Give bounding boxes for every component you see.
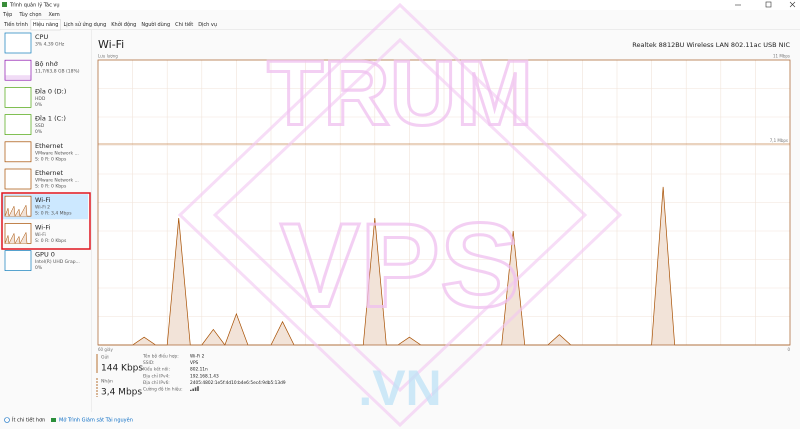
menu-item[interactable]: Xem xyxy=(49,12,60,18)
mini-graph-line xyxy=(4,204,28,218)
signal-bar xyxy=(194,387,197,391)
fewer-details[interactable]: Ít chi tiết hơn xyxy=(12,417,45,424)
sidebar-detail: 0% xyxy=(35,129,43,135)
sidebar-detail: S: 0 R: 3,4 Mbps xyxy=(35,211,72,217)
sidebar-detail: 11,7/63,8 GB (18%) xyxy=(35,69,80,75)
detail-label: SSID: xyxy=(143,360,154,366)
detail-label: Tên bộ điều hợp: xyxy=(142,352,179,360)
tab[interactable]: Người dùng xyxy=(141,21,170,28)
mini-graph xyxy=(4,87,32,108)
sidebar-detail: 3% 4,39 GHz xyxy=(35,42,65,48)
sidebar-name: GPU 0 xyxy=(35,251,55,259)
scale-max: 11 Mbps xyxy=(773,54,790,59)
tab[interactable]: Lịch sử ứng dụng xyxy=(63,21,106,28)
tab[interactable]: Khởi động xyxy=(111,21,136,28)
sidebar-detail: Wi-Fi xyxy=(35,232,46,238)
tab[interactable]: Chi tiết xyxy=(175,21,193,28)
mini-graph xyxy=(4,250,32,271)
graph-label: Lưu lượng xyxy=(98,54,118,59)
detail-label: Kiểu kết nối: xyxy=(143,366,170,373)
mini-graph xyxy=(4,141,32,163)
window-controls[interactable] xyxy=(735,1,796,8)
detail-value: VPS xyxy=(190,360,199,366)
sidebar-name: Ethernet xyxy=(35,169,63,177)
sidebar-detail: 0% xyxy=(35,102,43,108)
graph-border xyxy=(97,59,791,346)
signal-bar xyxy=(192,388,194,391)
sidebar-name: Wi-Fi xyxy=(35,223,51,231)
sidebar-detail: VMware Network ... xyxy=(35,178,79,184)
sidebar-detail: Wi-Fi 2 xyxy=(35,205,50,211)
tab[interactable]: Hiệu năng xyxy=(33,21,59,28)
sidebar-name: Đĩa 1 (C:) xyxy=(35,115,66,123)
resource-monitor-link[interactable]: Mở Trình Giám sát Tài nguyên xyxy=(59,417,133,424)
sidebar-detail: S: 0 R: 0 Kbps xyxy=(35,184,67,190)
send-label: Gửi xyxy=(101,354,109,361)
sidebar-detail: S: 0 R: 0 Kbps xyxy=(35,156,67,162)
sidebar-detail: SSD xyxy=(35,123,45,129)
sidebar-detail: Intel(R) UHD Grap... xyxy=(35,259,80,265)
detail-value: Wi-Fi 2 xyxy=(190,354,205,360)
detail-label: Địa chỉ IPv6: xyxy=(143,379,170,386)
sidebar-name: Wi-Fi xyxy=(35,196,51,204)
menu-item[interactable]: Tùy chọn xyxy=(18,11,41,18)
receive-label: Nhận xyxy=(101,378,113,385)
tab[interactable]: Tiến trình xyxy=(3,21,28,28)
fewer-icon xyxy=(4,417,10,423)
main-title: Wi-Fi xyxy=(98,38,124,51)
mini-graph xyxy=(4,32,32,54)
detail-value: 802.11n xyxy=(190,367,208,373)
mini-graph-fill xyxy=(5,75,31,80)
detail-label: Địa chỉ IPv4: xyxy=(143,372,170,379)
signal-bar xyxy=(190,389,192,391)
detail-value: 192.168.1.43 xyxy=(190,373,219,379)
sidebar-detail: S: 0 R: 0 Kbps xyxy=(35,238,67,244)
sidebar-name: Đĩa 0 (D:) xyxy=(35,87,66,95)
monitor-icon xyxy=(51,418,56,422)
mini-graph xyxy=(4,114,32,135)
receive-value: 3,4 Mbps xyxy=(101,388,142,398)
watermark-text: TRUM xyxy=(267,42,533,144)
sidebar-name: CPU xyxy=(35,33,48,41)
mini-graph-line xyxy=(4,231,28,245)
adapter-name: Realtek 8812BU Wireless LAN 802.11ac USB… xyxy=(632,41,790,49)
tab-selected xyxy=(30,19,61,31)
sidebar-detail: VMware Network ... xyxy=(35,150,79,156)
scale-mid: 7,1 Mbps xyxy=(770,138,788,143)
sidebar-detail: 0% xyxy=(35,265,43,271)
close[interactable] xyxy=(789,1,796,8)
time-end: 0 xyxy=(787,347,790,352)
watermark-diamond xyxy=(177,2,623,428)
maximize[interactable] xyxy=(765,1,772,8)
app-icon xyxy=(2,2,7,7)
sidebar-name: Ethernet xyxy=(35,142,63,150)
signal-bar xyxy=(197,386,199,391)
menu-item[interactable]: Tệp xyxy=(2,11,12,18)
mini-graph xyxy=(4,168,32,190)
detail-label: Cường độ tín hiệu: xyxy=(143,386,183,393)
watermark-text: VPS xyxy=(280,199,520,333)
highlight-box xyxy=(1,192,91,250)
sidebar-name: Bộ nhớ xyxy=(35,60,58,68)
sidebar-detail: HDD xyxy=(35,96,46,102)
time-span: 60 giây xyxy=(98,347,113,352)
watermark-text: .VN xyxy=(358,360,441,416)
detail-value: 2405:4802:1e5f:4d10:b4e6:5ec4:9db5:13d9 xyxy=(190,380,286,386)
window-title: Trình quản lý Tác vụ xyxy=(9,2,60,9)
tab[interactable]: Dịch vụ xyxy=(198,22,217,28)
send-value: 144 Kbps xyxy=(101,364,143,374)
